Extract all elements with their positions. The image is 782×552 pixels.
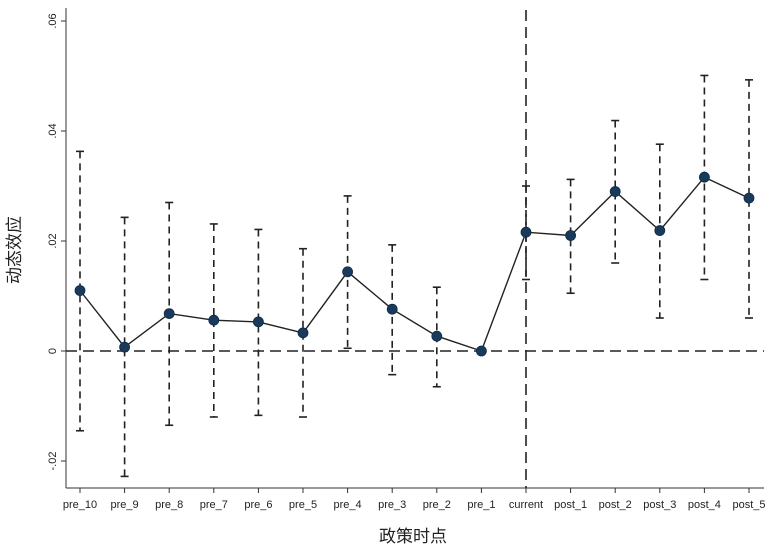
x-tick-label: post_5 [732,499,765,511]
x-tick-label: pre_10 [63,499,97,511]
x-tick-label: post_2 [599,499,632,511]
data-points [74,171,755,357]
x-tick-label: post_4 [688,499,721,511]
x-tick-label: post_3 [643,499,676,511]
data-point [475,345,487,357]
tick-labels: -.02 0 .02 .04 .06 pre_10 pre_9 pre_8 pre_7 pre_6… [47,13,766,511]
data-point [699,171,710,183]
x-tick-label: pre_6 [244,499,272,511]
x-tick-label: post_1 [554,499,587,511]
y-tick-label: 0 [47,348,59,354]
x-tick-label: current [509,499,543,511]
axes [61,8,764,493]
data-point [565,230,576,241]
data-point [431,330,443,342]
data-point [74,285,86,296]
y-tick-label: -.02 [47,452,59,471]
x-tick-label: pre_8 [155,499,183,511]
y-axis-title: 动态效应 [5,216,25,284]
data-point [743,192,755,204]
x-tick-label: pre_5 [289,499,317,511]
estimate-line [79,176,750,352]
y-tick-label: .02 [47,233,59,248]
data-point [208,314,220,326]
data-point [297,327,309,339]
y-tick-label: .06 [47,13,59,28]
x-tick-label: pre_3 [378,499,406,511]
data-point [163,308,175,320]
x-tick-label: pre_9 [111,499,139,511]
data-point [520,226,532,238]
data-point [386,303,398,315]
y-tick-label: .04 [47,123,59,138]
data-point [654,225,666,236]
x-tick-label: pre_1 [467,499,495,511]
x-tick-label: pre_7 [200,499,228,511]
confidence-intervals [76,74,753,478]
data-point [609,186,621,197]
x-tick-label: pre_4 [334,499,362,511]
series-line [79,176,750,352]
x-tick-label: pre_2 [423,499,451,511]
reference-lines [66,10,764,488]
data-point [342,266,354,278]
data-point [252,316,264,328]
x-axis-title: 政策时点 [379,527,447,547]
data-point [119,341,130,353]
